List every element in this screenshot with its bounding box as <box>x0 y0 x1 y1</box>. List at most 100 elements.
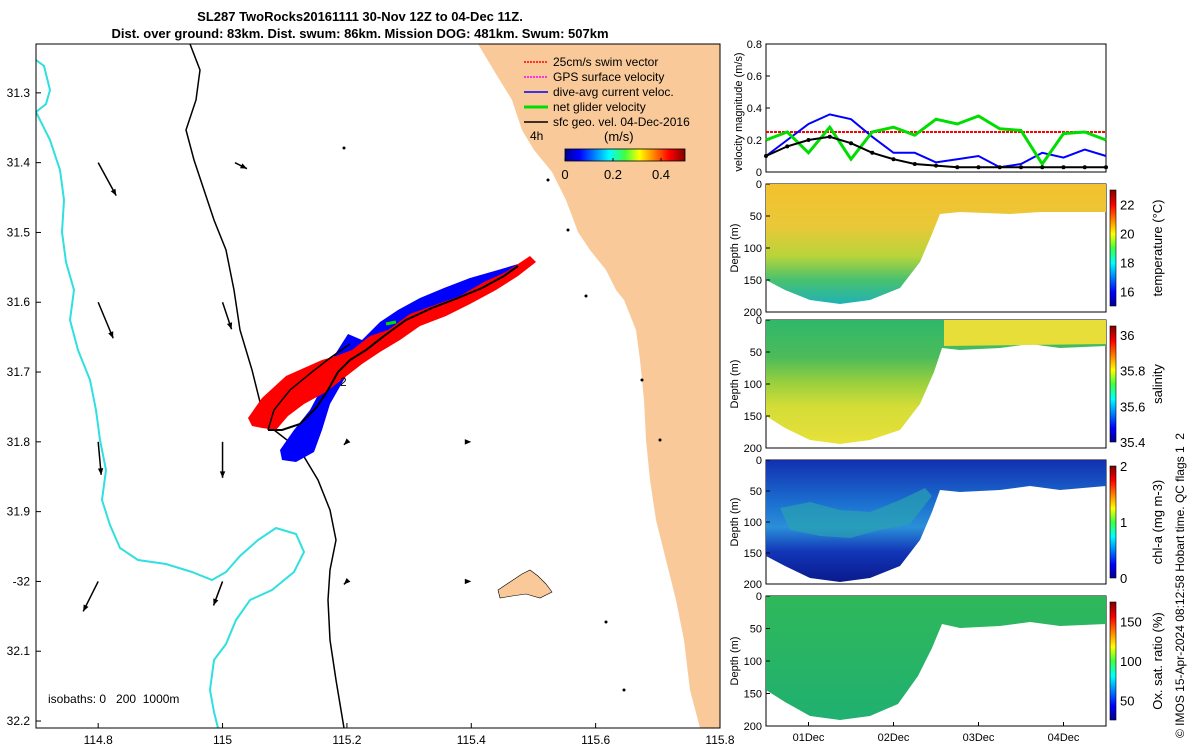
section-ytick-label: 50 <box>750 347 762 359</box>
section-colorbar-tick-label: 36 <box>1120 328 1134 343</box>
velocity-point <box>997 165 1002 170</box>
section-colorbar-tick-label: 50 <box>1120 693 1134 708</box>
section-ytick-label: 0 <box>756 455 762 467</box>
geo-velocity-arrow <box>97 162 117 197</box>
map-ytick-label: -32 <box>13 574 31 588</box>
figure-title-line-1: SL287 TwoRocks20161111 30-Nov 12Z to 04-… <box>197 9 523 24</box>
section-colorbar-tick-label: 22 <box>1120 198 1134 213</box>
section-colorbar-tick-label: 35.8 <box>1120 364 1145 379</box>
velocity-point <box>764 154 768 158</box>
velocity-ylabel: velocity magnitude (m/s) <box>733 52 745 171</box>
section-ylabel: Depth (m) <box>729 498 741 547</box>
geo-velocity-arrow <box>212 581 224 606</box>
velocity-point <box>806 138 811 142</box>
time-xtick-label: 01Dec <box>793 732 825 744</box>
salinity-panel <box>765 319 1107 449</box>
map-frame <box>35 43 721 729</box>
geo-velocity-arrow <box>221 302 233 330</box>
map-xtick-label: 115.8 <box>705 733 734 747</box>
section-ytick-label: 200 <box>744 579 762 591</box>
map-colorbar: (m/s) 0 0.2 0.4 <box>561 129 686 182</box>
map-colorbar-tick-label: 0.4 <box>652 167 670 182</box>
map-ytick-label: 31.4 <box>7 156 31 170</box>
section-colorbar-label: chl-a (mg m-3) <box>1150 480 1165 565</box>
section-ytick-label: 50 <box>750 486 762 498</box>
salinity-surface-fresh <box>944 320 1106 346</box>
section-ytick-label: 0 <box>756 179 762 191</box>
map-ytick-label: 31.5 <box>7 225 31 239</box>
map-xtick-label: 115.2 <box>332 733 361 747</box>
velocity-point <box>870 150 875 155</box>
map-ytick-label: 32.2 <box>7 714 31 728</box>
geo-velocity-arrow <box>343 577 351 585</box>
section-colorbar-tick-label: 2 <box>1120 459 1127 474</box>
velocity-point <box>785 144 790 149</box>
section-ytick-label: 150 <box>744 275 762 287</box>
velocity-point <box>1061 165 1066 170</box>
chlorophyll-field <box>766 460 1106 582</box>
isobath-200m <box>185 44 345 728</box>
chlorophyll-panel <box>765 459 1107 585</box>
geo-velocity-arrow <box>464 439 472 445</box>
map-colorbar-tick-label: 0.2 <box>604 167 622 182</box>
swim-vectors <box>248 256 536 430</box>
section-colorbar-tick-label: 16 <box>1120 285 1134 300</box>
section-colorbar-tick-label: 100 <box>1120 654 1142 669</box>
land-mass <box>478 44 720 728</box>
section-ytick-label: 150 <box>744 689 762 701</box>
dive-avg-current-vectors <box>280 264 518 462</box>
map-colorbar-tick-label: 0 <box>561 167 568 182</box>
velocity-point <box>955 165 960 170</box>
glider-track-return <box>267 343 351 431</box>
section-colorbar <box>1109 601 1117 721</box>
velocity-point <box>1104 165 1108 170</box>
section-colorbar-label: Ox. sat. ratio (%) <box>1150 612 1165 710</box>
section-colorbar <box>1109 189 1117 307</box>
oxygen-panel <box>765 595 1107 727</box>
section-colorbar-label: salinity <box>1150 364 1165 404</box>
rottnest-island <box>497 569 553 599</box>
legend-swim: 25cm/s swim vector <box>553 55 658 69</box>
velocity-series-net <box>765 114 1107 167</box>
section-colorbar-label: temperature (°C) <box>1150 200 1165 297</box>
section-ylabel: Depth (m) <box>729 637 741 686</box>
geo-velocity-arrow <box>82 581 99 612</box>
section-colorbar-tick-label: 18 <box>1120 256 1134 271</box>
legend-net: net glider velocity <box>553 100 646 114</box>
velocity-point <box>934 163 938 168</box>
section-ytick-label: 150 <box>744 548 762 560</box>
oxygen-field <box>766 596 1106 720</box>
map-legend: 25cm/s swim vector GPS surface velocity … <box>524 55 690 129</box>
velocity-point <box>1082 165 1087 170</box>
velocity-point <box>976 165 981 170</box>
section-ytick-label: 200 <box>744 307 762 319</box>
section-colorbar-tick-label: 0 <box>1120 571 1127 586</box>
velocity-point <box>891 157 896 162</box>
time-xtick-label: 03Dec <box>963 732 995 744</box>
section-ytick-label: 50 <box>750 624 762 636</box>
velocity-point <box>849 141 853 146</box>
temperature-panel <box>765 183 1107 313</box>
section-ytick-label: 50 <box>750 211 762 223</box>
map-panel: 2 4h 114.8 115 115.2 115.4 115.6 115.8 31.3 31.… <box>7 43 735 747</box>
section-colorbar-tick-label: 35.6 <box>1120 399 1145 414</box>
section-ytick-label: 100 <box>744 243 762 255</box>
section-colorbar-tick-label: 20 <box>1120 227 1134 242</box>
net-glider-velocity-marker <box>385 320 397 326</box>
map-ytick-label: 31.8 <box>7 435 31 449</box>
velocity-point <box>827 134 832 139</box>
legend-gps: GPS surface velocity <box>553 70 664 84</box>
section-ylabel: Depth (m) <box>729 360 741 409</box>
isobath-1000m-west <box>36 59 52 113</box>
figure-title-line-2: Dist. over ground: 83km. Dist. swum: 86k… <box>111 26 609 41</box>
section-ytick-label: 0 <box>756 315 762 327</box>
map-ytick-label: 32.1 <box>7 644 31 658</box>
glider-track <box>268 265 519 431</box>
section-colorbar <box>1109 325 1117 443</box>
map-ytick-label: 31.3 <box>7 86 31 100</box>
map-xtick-label: 114.8 <box>84 733 113 747</box>
map-xtick-label: 115.4 <box>457 733 486 747</box>
chlorophyll-dcm <box>780 488 932 538</box>
map-ytick-label: 31.6 <box>7 295 31 309</box>
